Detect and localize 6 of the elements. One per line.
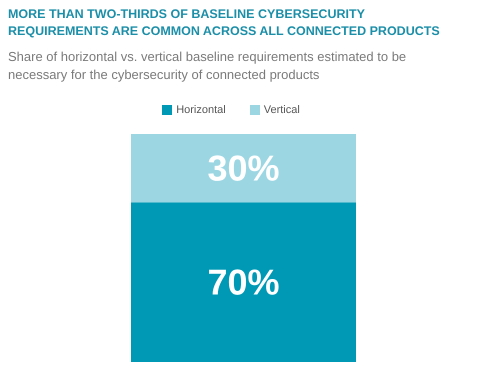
chart-title: MORE THAN TWO-THIRDS OF BASELINE CYBERSECURITY REQUIREMENTS ARE COMMON ACROSS ALL CONNECTED PRODUCTS (8, 6, 441, 40)
legend-label: Vertical (264, 104, 300, 116)
chart-subtitle: Share of horizontal vs. vertical baseline requirements estimated to be necessary for the cybersecurity of connected products (8, 48, 408, 84)
legend-label: Horizontal (176, 104, 226, 116)
data-label: 70% (207, 262, 280, 303)
data-label: 30% (207, 148, 280, 189)
